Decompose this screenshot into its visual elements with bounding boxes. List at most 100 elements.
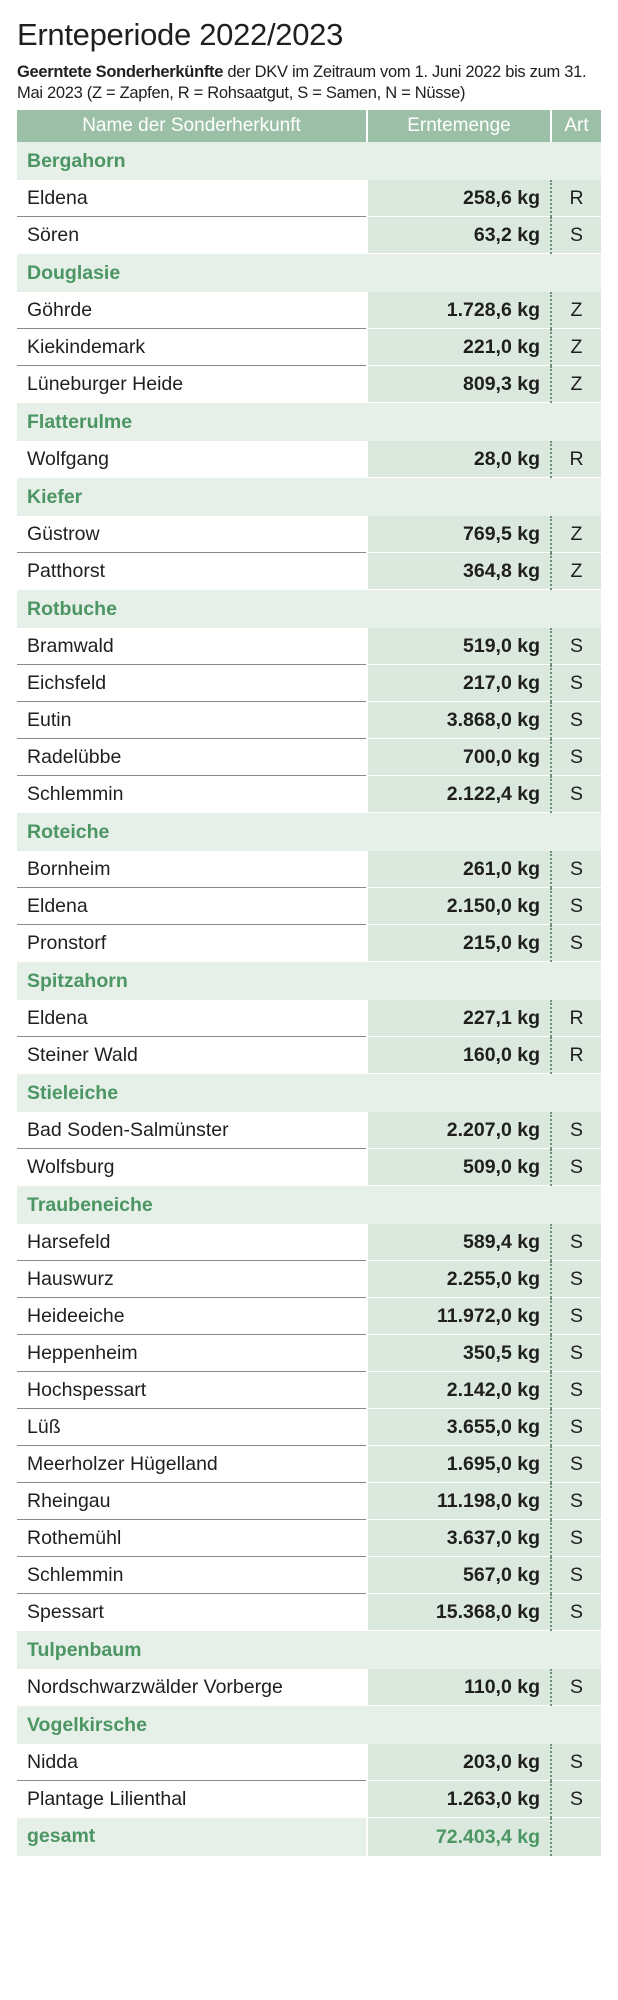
table-row: Schlemmin 567,0 kg S (17, 1556, 601, 1594)
item-name: Lüneburger Heide (17, 365, 367, 403)
page: Ernteperiode 2022/2023 Geerntete Sonderh… (17, 17, 601, 1856)
item-type: S (550, 1148, 601, 1186)
group-row: Flatterulme (17, 402, 601, 441)
item-quantity: 809,3 kg (366, 365, 551, 403)
table-row: Eichsfeld 217,0 kg S (17, 664, 601, 702)
table-row: Heppenheim 350,5 kg S (17, 1334, 601, 1372)
item-type: S (550, 1519, 601, 1557)
item-quantity: 227,1 kg (366, 1000, 551, 1037)
item-type: S (550, 1482, 601, 1520)
group-name: Kiefer (17, 477, 601, 516)
group-row: Traubeneiche (17, 1185, 601, 1224)
item-quantity: 2.150,0 kg (366, 887, 551, 925)
item-name: Sören (17, 216, 367, 254)
group-name: Tulpenbaum (17, 1630, 601, 1669)
item-type: S (550, 1224, 601, 1261)
item-type: Z (550, 552, 601, 590)
table-row: Spessart 15.368,0 kg S (17, 1593, 601, 1631)
item-quantity: 203,0 kg (366, 1744, 551, 1781)
total-quantity: 72.403,4 kg (366, 1817, 551, 1856)
total-row: gesamt 72.403,4 kg (17, 1817, 601, 1856)
item-quantity: 2.255,0 kg (366, 1260, 551, 1298)
item-type: R (550, 180, 601, 217)
group-name: Spitzahorn (17, 961, 601, 1000)
item-type: S (550, 701, 601, 739)
item-quantity: 2.142,0 kg (366, 1371, 551, 1409)
subtitle-bold: Geerntete Sonderherkünfte (17, 63, 224, 81)
item-type: Z (550, 328, 601, 366)
item-type: S (550, 1408, 601, 1446)
item-quantity: 364,8 kg (366, 552, 551, 590)
item-quantity: 261,0 kg (366, 851, 551, 888)
table-row: Göhrde 1.728,6 kg Z (17, 292, 601, 329)
table-row: Eldena 227,1 kg R (17, 1000, 601, 1037)
group-name: Flatterulme (17, 402, 601, 441)
item-name: Meerholzer Hügelland (17, 1445, 367, 1483)
item-name: Spessart (17, 1593, 367, 1631)
table-row: Wolfsburg 509,0 kg S (17, 1148, 601, 1186)
item-name: Radelübbe (17, 738, 367, 776)
table-row: Lüß 3.655,0 kg S (17, 1408, 601, 1446)
table-row: Rothemühl 3.637,0 kg S (17, 1519, 601, 1557)
group-row: Stieleiche (17, 1073, 601, 1112)
item-name: Bramwald (17, 628, 367, 665)
item-type: S (550, 628, 601, 665)
item-name: Schlemmin (17, 1556, 367, 1594)
item-type: S (550, 1334, 601, 1372)
item-type: R (550, 1036, 601, 1074)
item-type: S (550, 1297, 601, 1335)
item-quantity: 589,4 kg (366, 1224, 551, 1261)
item-name: Wolfgang (17, 441, 367, 478)
item-type: S (550, 1780, 601, 1818)
item-quantity: 160,0 kg (366, 1036, 551, 1074)
item-quantity: 3.637,0 kg (366, 1519, 551, 1557)
item-type: Z (550, 292, 601, 329)
item-type: S (550, 924, 601, 962)
table-row: Meerholzer Hügelland 1.695,0 kg S (17, 1445, 601, 1483)
group-name: Roteiche (17, 812, 601, 851)
group-row: Bergahorn (17, 142, 601, 180)
item-name: Hauswurz (17, 1260, 367, 1298)
item-quantity: 3.868,0 kg (366, 701, 551, 739)
item-type: S (550, 1744, 601, 1781)
item-type: S (550, 1445, 601, 1483)
item-name: Patthorst (17, 552, 367, 590)
table-row: Radelübbe 700,0 kg S (17, 738, 601, 776)
item-name: Harsefeld (17, 1224, 367, 1261)
item-quantity: 1.728,6 kg (366, 292, 551, 329)
header-quantity: Erntemenge (367, 110, 552, 142)
subtitle-rest: der DKV im Zeitraum vom 1. Juni 2022 bis… (17, 63, 587, 102)
item-type: S (550, 775, 601, 813)
total-type-empty (550, 1817, 601, 1856)
item-type: S (550, 851, 601, 888)
item-quantity: 2.207,0 kg (366, 1112, 551, 1149)
table-row: Schlemmin 2.122,4 kg S (17, 775, 601, 813)
table-row: Hochspessart 2.142,0 kg S (17, 1371, 601, 1409)
item-quantity: 217,0 kg (366, 664, 551, 702)
item-type: S (550, 1260, 601, 1298)
table-row: Nordschwarzwälder Vorberge 110,0 kg S (17, 1669, 601, 1706)
table-row: Kiekindemark 221,0 kg Z (17, 328, 601, 366)
item-name: Güstrow (17, 516, 367, 553)
group-row: Tulpenbaum (17, 1630, 601, 1669)
table-row: Bad Soden-Salmünster 2.207,0 kg S (17, 1112, 601, 1149)
item-name: Eutin (17, 701, 367, 739)
group-name: Stieleiche (17, 1073, 601, 1112)
item-name: Lüß (17, 1408, 367, 1446)
table-row: Nidda 203,0 kg S (17, 1744, 601, 1781)
item-quantity: 63,2 kg (366, 216, 551, 254)
group-name: Rotbuche (17, 589, 601, 628)
table-row: Lüneburger Heide 809,3 kg Z (17, 365, 601, 403)
item-quantity: 258,6 kg (366, 180, 551, 217)
item-type: R (550, 1000, 601, 1037)
item-type: Z (550, 516, 601, 553)
item-type: Z (550, 365, 601, 403)
table-row: Heideeiche 11.972,0 kg S (17, 1297, 601, 1335)
item-name: Heppenheim (17, 1334, 367, 1372)
table-row: Sören 63,2 kg S (17, 216, 601, 254)
table-row: Pronstorf 215,0 kg S (17, 924, 601, 962)
item-quantity: 1.263,0 kg (366, 1780, 551, 1818)
item-name: Heideeiche (17, 1297, 367, 1335)
item-quantity: 11.198,0 kg (366, 1482, 551, 1520)
item-name: Eldena (17, 887, 367, 925)
